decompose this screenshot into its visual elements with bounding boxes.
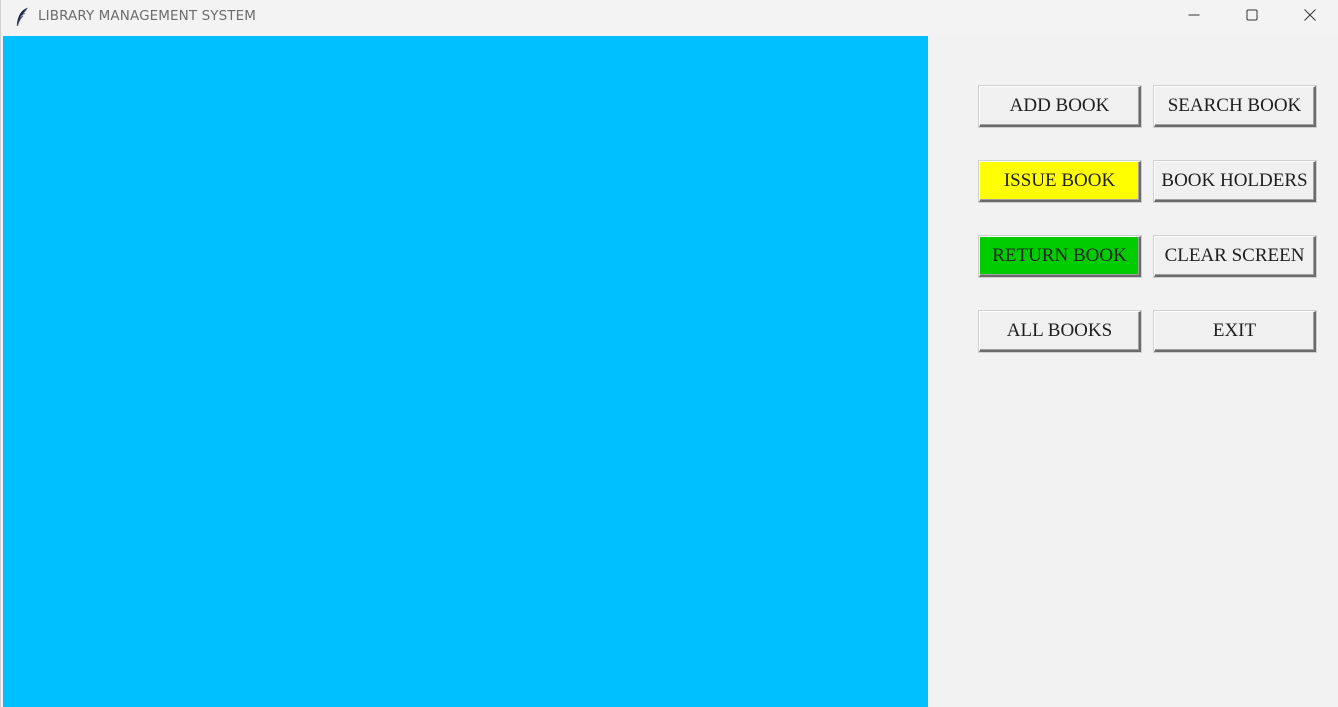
close-icon: [1304, 8, 1316, 26]
minimize-icon: [1188, 8, 1200, 26]
close-button[interactable]: [1281, 0, 1338, 34]
add-book-button[interactable]: ADD BOOK: [979, 86, 1141, 127]
display-canvas: [3, 36, 928, 707]
clear-screen-button[interactable]: CLEAR SCREEN: [1154, 236, 1316, 277]
button-panel: [928, 36, 1338, 707]
issue-book-button[interactable]: ISSUE BOOK: [979, 161, 1141, 202]
feather-icon: [15, 7, 29, 27]
title-bar[interactable]: LIBRARY MANAGEMENT SYSTEM: [1, 0, 1338, 34]
maximize-button[interactable]: [1223, 0, 1281, 34]
search-book-button[interactable]: SEARCH BOOK: [1154, 86, 1316, 127]
maximize-icon: [1246, 8, 1258, 26]
minimize-button[interactable]: [1165, 0, 1223, 34]
return-book-button[interactable]: RETURN BOOK: [979, 236, 1141, 277]
all-books-button[interactable]: ALL BOOKS: [979, 311, 1141, 352]
exit-button[interactable]: EXIT: [1154, 311, 1316, 352]
book-holders-button[interactable]: BOOK HOLDERS: [1154, 161, 1316, 202]
window-title: LIBRARY MANAGEMENT SYSTEM: [38, 8, 256, 24]
